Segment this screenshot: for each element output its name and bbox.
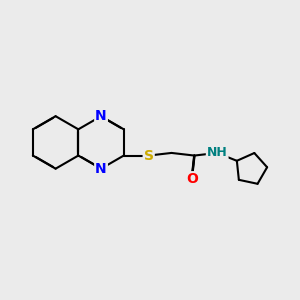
Text: N: N — [95, 162, 107, 176]
Text: O: O — [186, 172, 198, 186]
Text: N: N — [95, 109, 107, 123]
Text: S: S — [144, 148, 154, 163]
Text: NH: NH — [207, 146, 228, 159]
